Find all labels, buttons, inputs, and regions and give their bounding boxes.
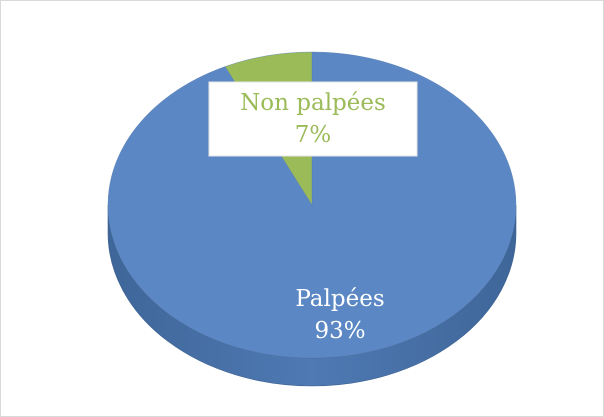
label-box <box>208 81 418 157</box>
slice-label-name: Palpées <box>295 286 384 312</box>
slice-label-value: 93% <box>314 318 365 344</box>
slice-label-value: 7% <box>295 122 332 148</box>
slice-label-name: Non palpées <box>240 90 386 116</box>
